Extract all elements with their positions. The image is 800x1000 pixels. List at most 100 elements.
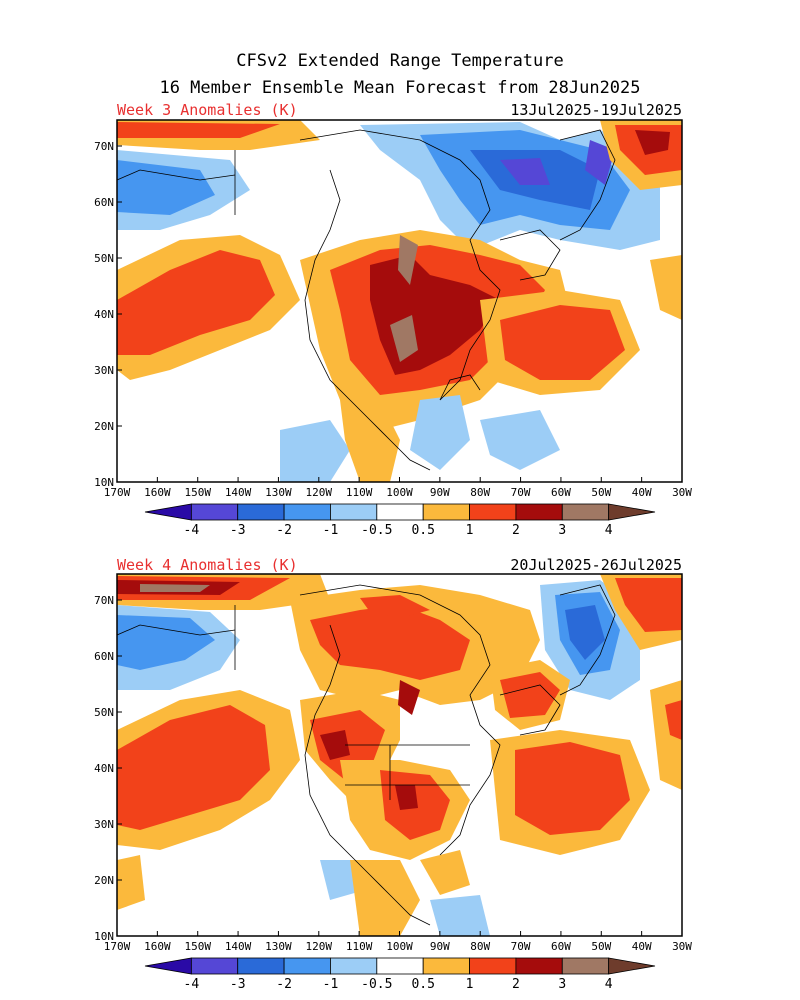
colorbar-swatch <box>190 503 239 521</box>
lat-tick-label: 50N <box>94 706 114 719</box>
colorbar-swatch <box>144 503 192 521</box>
lat-tick-label: 60N <box>94 196 114 209</box>
lon-tick-label: 70W <box>511 940 531 953</box>
lon-tick-label: 60W <box>551 940 571 953</box>
colorbar-tick-label: -1 <box>323 977 339 992</box>
colorbar-tick-label: -3 <box>230 977 246 992</box>
colorbar-swatch <box>237 957 285 975</box>
lon-tick-label: 70W <box>511 486 531 499</box>
lon-tick-label: 150W <box>184 940 211 953</box>
colorbar-tick-label: -2 <box>276 977 292 992</box>
colorbar-tick-label: 4 <box>605 977 613 992</box>
colorbar-tick-label: 2 <box>512 523 520 538</box>
week4-panel: Week 4 Anomalies (K) 20Jul2025-26Jul2025 <box>94 556 692 992</box>
lon-tick-label: 90W <box>430 940 450 953</box>
colorbar-tick-label: -0.5 <box>361 977 392 992</box>
colorbar-tick-label: 0.5 <box>411 523 434 538</box>
week4-anomaly-field <box>117 574 682 936</box>
colorbar-tick-label: -4 <box>184 523 200 538</box>
lon-tick-label: 120W <box>306 486 333 499</box>
week4-lat-axis: 70N 60N 50N 40N 30N 20N 10N <box>94 594 122 943</box>
colorbar-tick-label: -4 <box>184 977 200 992</box>
lon-tick-label: 90W <box>430 486 450 499</box>
lon-tick-label: 50W <box>591 486 611 499</box>
week3-panel: Week 3 Anomalies (K) 13Jul2025-19Jul2025 <box>94 101 692 538</box>
colorbar-swatch <box>376 503 424 521</box>
colorbar-swatch <box>608 503 656 521</box>
lon-tick-label: 110W <box>346 486 373 499</box>
colorbar-tick-label: 0.5 <box>411 977 434 992</box>
colorbar-swatch <box>515 503 563 521</box>
week4-colorbar: -4 -3 -2 -1 -0.5 0.5 1 2 3 4 <box>144 957 656 992</box>
colorbar-swatch <box>283 957 331 975</box>
lat-tick-label: 70N <box>94 140 114 153</box>
lon-tick-label: 80W <box>470 486 490 499</box>
week3-lon-axis: 170W 160W 150W 140W 130W 120W 110W 100W 90W 80W 70… <box>104 477 692 499</box>
lat-tick-label: 10N <box>94 476 114 489</box>
lat-tick-label: 20N <box>94 420 114 433</box>
lat-tick-label: 40N <box>94 762 114 775</box>
colorbar-swatch <box>469 503 517 521</box>
lon-tick-label: 120W <box>306 940 333 953</box>
lon-tick-label: 160W <box>144 486 171 499</box>
week3-dates: 13Jul2025-19Jul2025 <box>510 101 682 119</box>
lon-tick-label: 100W <box>386 486 413 499</box>
colorbar-swatch <box>561 957 610 975</box>
colorbar-swatch <box>283 503 331 521</box>
lon-tick-label: 170W <box>104 486 131 499</box>
week4-label: Week 4 Anomalies (K) <box>117 556 298 574</box>
figure-subtitle: 16 Member Ensemble Mean Forecast from 28… <box>159 78 640 98</box>
figure-title: CFSv2 Extended Range Temperature <box>236 51 564 71</box>
colorbar-swatch <box>376 957 424 975</box>
colorbar-tick-label: -3 <box>230 523 246 538</box>
colorbar-tick-label: 3 <box>558 977 566 992</box>
colorbar-tick-label: -2 <box>276 523 292 538</box>
colorbar-swatch <box>608 957 656 975</box>
colorbar-swatch <box>515 957 563 975</box>
lat-tick-label: 40N <box>94 308 114 321</box>
lon-tick-label: 130W <box>265 940 292 953</box>
week3-colorbar: -4 -3 -2 -1 -0.5 0.5 1 2 3 4 <box>144 503 656 538</box>
lon-tick-label: 30W <box>672 940 692 953</box>
lon-tick-label: 40W <box>632 940 652 953</box>
lat-tick-label: 30N <box>94 818 114 831</box>
lon-tick-label: 50W <box>591 940 611 953</box>
lat-tick-label: 70N <box>94 594 114 607</box>
lon-tick-label: 140W <box>225 486 252 499</box>
lon-tick-label: 130W <box>265 486 292 499</box>
lat-tick-label: 10N <box>94 930 114 943</box>
colorbar-tick-label: 2 <box>512 977 520 992</box>
week4-lon-axis: 170W 160W 150W 140W 130W 120W 110W 100W 90W 80W 70… <box>104 931 692 953</box>
week4-dates: 20Jul2025-26Jul2025 <box>510 556 682 574</box>
colorbar-swatch <box>190 957 239 975</box>
lon-tick-label: 170W <box>104 940 131 953</box>
week3-anomaly-field <box>117 120 682 482</box>
lon-tick-label: 110W <box>346 940 373 953</box>
colorbar-tick-label: 1 <box>466 977 474 992</box>
colorbar-swatch <box>561 503 610 521</box>
lat-tick-label: 20N <box>94 874 114 887</box>
lon-tick-label: 160W <box>144 940 171 953</box>
lon-tick-label: 40W <box>632 486 652 499</box>
colorbar-swatch <box>422 957 470 975</box>
colorbar-tick-label: -1 <box>323 523 339 538</box>
lat-tick-label: 30N <box>94 364 114 377</box>
colorbar-tick-label: 1 <box>466 523 474 538</box>
colorbar-swatch <box>330 957 378 975</box>
week4-coastlines <box>116 584 616 926</box>
lon-tick-label: 80W <box>470 940 490 953</box>
lon-tick-label: 150W <box>184 486 211 499</box>
lon-tick-label: 60W <box>551 486 571 499</box>
colorbar-tick-label: 4 <box>605 523 613 538</box>
week3-label: Week 3 Anomalies (K) <box>117 101 298 119</box>
colorbar-swatch <box>422 503 470 521</box>
lon-tick-label: 140W <box>225 940 252 953</box>
colorbar-tick-label: 3 <box>558 523 566 538</box>
lat-tick-label: 60N <box>94 650 114 663</box>
colorbar-tick-label: -0.5 <box>361 523 392 538</box>
colorbar-swatch <box>330 503 378 521</box>
colorbar-swatch <box>469 957 517 975</box>
colorbar-swatch <box>237 503 285 521</box>
lon-tick-label: 100W <box>386 940 413 953</box>
